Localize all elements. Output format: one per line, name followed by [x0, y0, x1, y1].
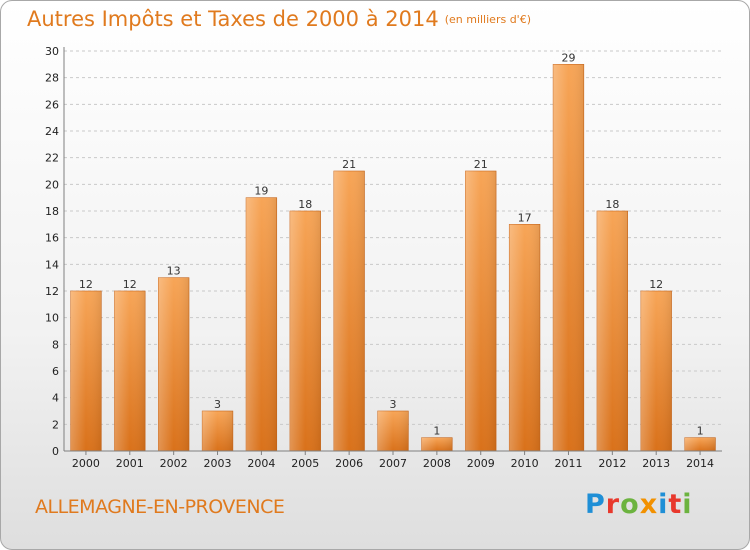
value-label-2001: 12 [123, 278, 137, 291]
bar-shine-2000 [70, 291, 102, 451]
logo-letter-0: P [585, 489, 606, 520]
x-tick-label-2010: 2010 [511, 457, 539, 470]
value-label-2006: 21 [342, 158, 356, 171]
value-label-2011: 29 [561, 51, 575, 64]
x-tick-label-2011: 2011 [554, 457, 582, 470]
proxiti-logo: Proxiti [585, 489, 693, 520]
x-tick-label-2008: 2008 [423, 457, 451, 470]
x-tick-label-2003: 2003 [204, 457, 232, 470]
x-tick-label-2009: 2009 [467, 457, 495, 470]
bar-shine-2011 [553, 64, 584, 452]
value-label-2009: 21 [474, 158, 488, 171]
value-label-2002: 13 [167, 265, 181, 278]
bar-shine-2008 [421, 437, 453, 451]
logo-letter-5: t [668, 489, 683, 520]
y-tick-label-24: 24 [45, 125, 59, 138]
commune-name: ALLEMAGNE-EN-PROVENCE [35, 496, 285, 518]
value-label-2004: 19 [254, 185, 268, 198]
logo-letter-4: i [658, 489, 669, 520]
y-tick-label-8: 8 [52, 338, 59, 351]
value-label-2014: 1 [697, 425, 704, 438]
x-tick-label-2006: 2006 [335, 457, 363, 470]
y-tick-label-30: 30 [45, 45, 59, 58]
x-tick-label-2005: 2005 [291, 457, 319, 470]
value-label-2003: 3 [214, 398, 221, 411]
y-tick-label-0: 0 [52, 445, 59, 458]
y-tick-label-18: 18 [45, 205, 59, 218]
bar-shine-2007 [377, 411, 409, 451]
chart-title: Autres Impôts et Taxes de 2000 à 2014 (en… [27, 7, 531, 31]
bar-shine-2013 [640, 291, 672, 451]
bar-shine-2009 [465, 171, 497, 451]
logo-letter-2: o [620, 489, 640, 520]
x-tick-label-2014: 2014 [686, 457, 714, 470]
y-tick-label-16: 16 [45, 232, 59, 245]
bar-shine-2003 [202, 411, 233, 451]
y-tick-label-26: 26 [45, 98, 59, 111]
value-label-2000: 12 [79, 278, 93, 291]
x-tick-label-2000: 2000 [72, 457, 100, 470]
y-tick-label-12: 12 [45, 285, 59, 298]
x-tick-label-2013: 2013 [642, 457, 670, 470]
x-tick-label-2002: 2002 [160, 457, 188, 470]
value-label-2007: 3 [390, 398, 397, 411]
bar-shine-2006 [333, 171, 365, 451]
y-tick-label-2: 2 [52, 418, 59, 431]
x-tick-label-2004: 2004 [247, 457, 275, 470]
bar-shine-2010 [509, 224, 540, 451]
chart-title-text: Autres Impôts et Taxes de 2000 à 2014 [27, 7, 439, 31]
bar-shine-2001 [114, 291, 146, 451]
logo-letter-6: i [682, 489, 693, 520]
chart-subtitle: (en milliers d'€) [444, 13, 531, 26]
bar-shine-2005 [289, 211, 321, 451]
y-tick-label-4: 4 [52, 392, 59, 405]
y-tick-label-22: 22 [45, 152, 59, 165]
bar-shine-2012 [596, 211, 628, 451]
value-label-2005: 18 [298, 198, 312, 211]
value-label-2010: 17 [518, 211, 532, 224]
value-label-2012: 18 [605, 198, 619, 211]
y-tick-label-10: 10 [45, 312, 59, 325]
y-tick-label-14: 14 [45, 258, 59, 271]
bar-shine-2004 [246, 197, 277, 451]
x-tick-label-2007: 2007 [379, 457, 407, 470]
y-tick-label-28: 28 [45, 72, 59, 85]
y-tick-label-20: 20 [45, 178, 59, 191]
value-label-2013: 12 [649, 278, 663, 291]
x-tick-label-2001: 2001 [116, 457, 144, 470]
logo-letter-1: r [605, 489, 621, 520]
bar-shine-2002 [158, 277, 190, 451]
logo-letter-3: x [639, 489, 659, 520]
y-tick-label-6: 6 [52, 365, 59, 378]
x-tick-label-2012: 2012 [598, 457, 626, 470]
value-label-2008: 1 [433, 425, 440, 438]
bar-shine-2014 [684, 437, 716, 451]
